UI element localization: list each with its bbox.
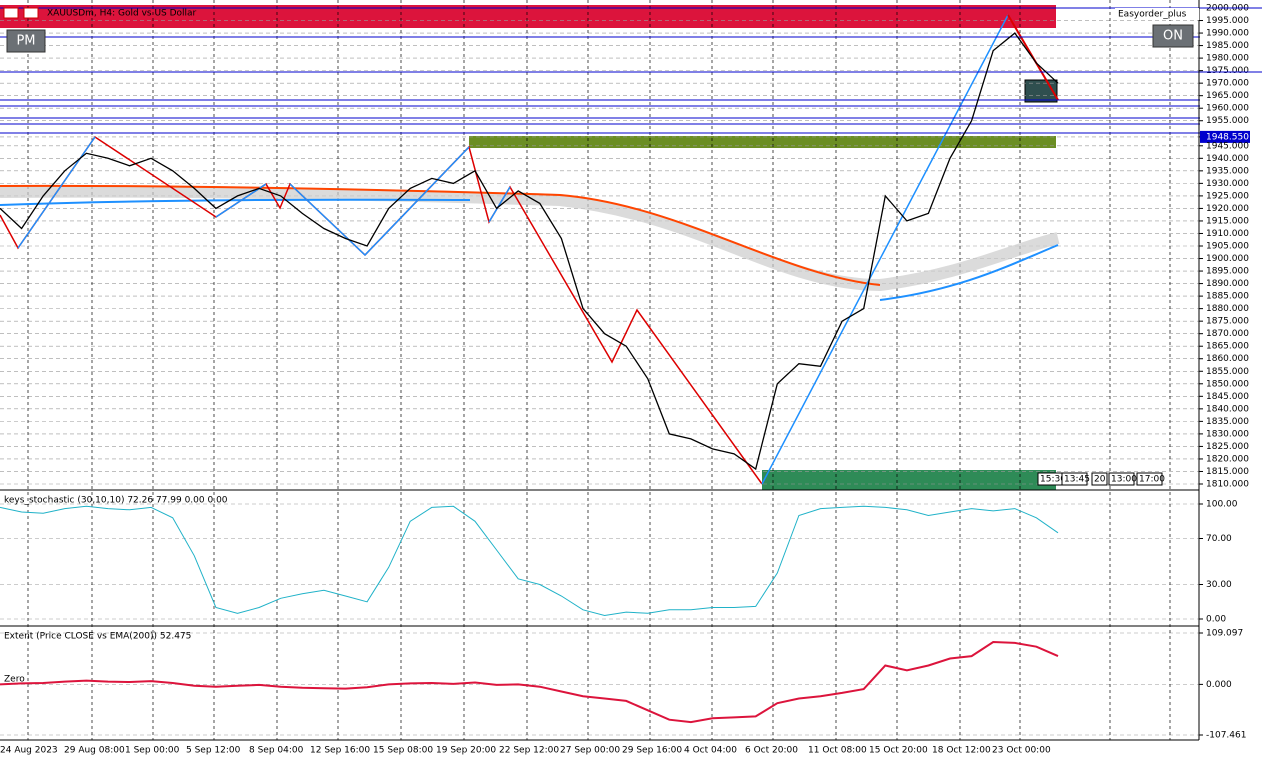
y-tick-label: 1905.000 (1206, 242, 1249, 252)
y-tick-label: 1945.000 (1206, 141, 1249, 151)
grid: 2000.0001995.0001990.0001985.0001980.000… (0, 0, 1250, 741)
price-marker (1200, 130, 1250, 143)
y-tick-label: 1900.000 (1206, 254, 1249, 264)
expert-name: Easyorder_plus (1118, 10, 1187, 20)
on-button[interactable] (1152, 24, 1194, 48)
pm-button[interactable] (6, 29, 46, 53)
extent-line (0, 640, 1059, 724)
y-tick-label: 1970.000 (1206, 79, 1249, 89)
y-tick-label: 1975.000 (1206, 66, 1249, 76)
zero-label: Zero (4, 675, 25, 685)
y-tick-label: 1850.000 (1206, 379, 1249, 389)
x-tick-label: 27 Sep 00:00 (560, 746, 620, 756)
time-label: 13:45 (1064, 475, 1090, 485)
ma-band (0, 185, 1060, 292)
stochastic-line (0, 505, 1059, 617)
time-box (1091, 472, 1108, 486)
y-tick-label: 70.00 (1206, 534, 1232, 544)
supply-zone (469, 136, 1056, 148)
time-label: 15:30 (1040, 475, 1066, 485)
pm-label[interactable]: PM (16, 34, 35, 49)
y-tick-label: 1995.000 (1206, 16, 1249, 26)
time-box (1108, 472, 1135, 486)
y-tick-label: 1935.000 (1206, 166, 1249, 176)
x-tick-label: 15 Sep 08:00 (373, 746, 433, 756)
icon (23, 7, 39, 19)
time-box (1136, 472, 1163, 486)
y-tick-label: 1855.000 (1206, 367, 1249, 377)
y-tick-label: 1845.000 (1206, 392, 1249, 402)
y-tick-label: 1860.000 (1206, 354, 1249, 364)
level-lines (0, 7, 1262, 134)
y-tick-label: 1835.000 (1206, 417, 1249, 427)
y-tick-label: 1980.000 (1206, 54, 1249, 64)
y-tick-label: 1910.000 (1206, 229, 1249, 239)
y-tick-label: 30.00 (1206, 580, 1232, 590)
y-tick-label: 1875.000 (1206, 317, 1249, 327)
x-tick-label: 12 Sep 16:00 (310, 746, 370, 756)
x-tick-label: 29 Aug 08:00 (64, 746, 125, 756)
x-tick-label: 22 Sep 12:00 (499, 746, 559, 756)
y-tick-label: 1870.000 (1206, 329, 1249, 339)
x-tick-label: 29 Sep 16:00 (622, 746, 682, 756)
y-tick-label: 1925.000 (1206, 191, 1249, 201)
time-box (1061, 472, 1088, 486)
icon (3, 7, 19, 19)
y-tick-label: -107.461 (1206, 731, 1246, 741)
y-tick-label: 1885.000 (1206, 292, 1249, 302)
y-tick-label: 1915.000 (1206, 216, 1249, 226)
y-tick-label: 1940.000 (1206, 154, 1249, 164)
y-tick-label: 1920.000 (1206, 204, 1249, 214)
y-tick-label: 1960.000 (1206, 104, 1249, 114)
y-tick-label: 1815.000 (1206, 467, 1249, 477)
symbol-title: XAUUSDm, H4: Gold vs US Dollar (47, 9, 197, 19)
on-label[interactable]: ON (1163, 29, 1183, 44)
y-tick-label: 109.097 (1206, 629, 1243, 639)
y-tick-label: 0.000 (1206, 680, 1232, 690)
x-tick-label: 15 Oct 20:00 (869, 746, 928, 756)
y-tick-label: 1985.000 (1206, 41, 1249, 51)
y-tick-label: 1955.000 (1206, 116, 1249, 126)
time-label: 17:00 (1139, 475, 1165, 485)
y-tick-label: 1810.000 (1206, 480, 1249, 490)
y-tick-label: 1825.000 (1206, 442, 1249, 452)
x-tick-label: 19 Sep 20:00 (436, 746, 496, 756)
layer (0, 5, 1058, 490)
y-tick-label: 1930.000 (1206, 179, 1249, 189)
x-tick-label: 4 Oct 04:00 (684, 746, 737, 756)
x-tick-label: 5 Sep 12:00 (186, 746, 241, 756)
y-tick-label: 1895.000 (1206, 267, 1249, 277)
x-tick-label: 1 Sep 00:00 (125, 746, 180, 756)
y-tick-label: 1880.000 (1206, 304, 1249, 314)
x-tick-label: 8 Sep 04:00 (249, 746, 304, 756)
zigzag-up (17, 14, 1009, 485)
x-tick-label: 6 Oct 20:00 (745, 746, 798, 756)
y-tick-label: 1840.000 (1206, 404, 1249, 414)
price-line (0, 32, 1059, 471)
x-tick-label: 23 Oct 00:00 (992, 746, 1051, 756)
x-tick-label: 18 Oct 12:00 (932, 746, 991, 756)
y-tick-label: 1830.000 (1206, 429, 1249, 439)
y-tick-label: 1890.000 (1206, 279, 1249, 289)
ma-bands (0, 14, 1060, 485)
y-tick-label: 1965.000 (1206, 91, 1249, 101)
y-tick-label: 1990.000 (1206, 29, 1249, 39)
time-label: 13:00 (1111, 475, 1137, 485)
x-tick-label: 24 Aug 2023 (0, 746, 58, 756)
y-tick-label: 1948.550 (1206, 132, 1249, 142)
stochastic-title: keys_stochastic (30,10,10) 72.26 77.99 0… (4, 496, 228, 506)
y-tick-label: 0.00 (1206, 615, 1226, 625)
extent-title: Extent (Price CLOSE vs EMA(200)) 52.475 (4, 632, 191, 642)
y-tick-label: 1820.000 (1206, 454, 1249, 464)
x-tick-label: 11 Oct 08:00 (808, 746, 867, 756)
resistance-zone (0, 5, 1056, 28)
demand-zone (762, 470, 1056, 490)
expert-box (1115, 8, 1199, 20)
time-label: 20: (1094, 475, 1108, 485)
y-tick-label: 1865.000 (1206, 342, 1249, 352)
y-tick-label: 100.00 (1206, 500, 1238, 510)
data (0, 32, 1059, 724)
